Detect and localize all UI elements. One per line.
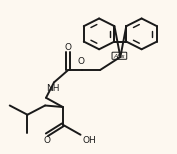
- Text: O: O: [43, 136, 50, 145]
- Text: OH: OH: [82, 136, 96, 145]
- FancyBboxPatch shape: [112, 52, 127, 59]
- Text: O: O: [65, 43, 72, 52]
- Text: Abs: Abs: [114, 55, 125, 59]
- Text: NH: NH: [46, 84, 60, 93]
- Text: O: O: [78, 57, 85, 66]
